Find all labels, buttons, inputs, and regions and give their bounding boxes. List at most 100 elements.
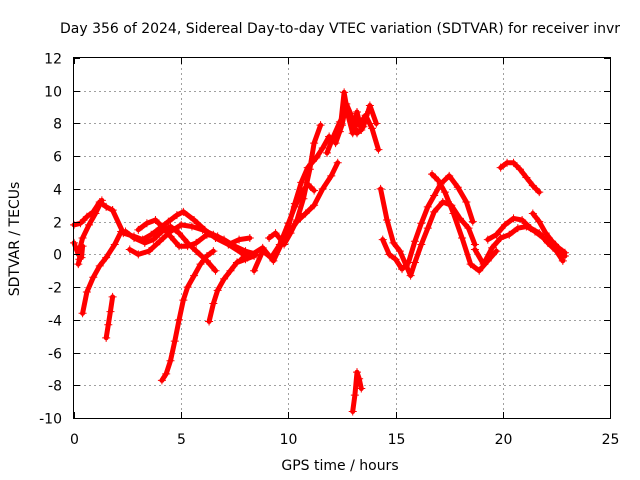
data-point [322,148,331,157]
data-point [164,217,173,226]
data-point [142,219,151,228]
data-point [383,216,392,224]
data-point [258,247,267,256]
data-point [449,209,458,218]
data-point [78,309,87,318]
series-arc-k [205,252,259,326]
data-point [428,170,437,179]
data-point [389,238,398,247]
x-tick-label: 5 [177,432,186,448]
data-point [78,234,87,242]
data-point [245,234,254,242]
data-point [78,242,87,251]
data-point [145,247,154,256]
data-point [430,191,439,200]
series-trace [103,294,116,341]
data-point [348,129,357,138]
data-point [548,237,557,246]
data-point [458,234,467,242]
data-point [250,266,259,275]
data-point [232,258,241,267]
data-point [423,224,432,233]
data-point [522,173,531,182]
series-trace [266,134,332,244]
data-point [500,220,509,229]
data-point [357,126,366,134]
data-point [395,247,404,256]
data-point [157,376,166,385]
data-point [85,220,94,229]
series-arc-z [528,209,569,257]
data-point [121,227,130,236]
data-point [391,255,400,264]
data-point [535,188,544,197]
data-point [479,260,488,269]
data-point [353,108,362,116]
data-point [483,235,492,244]
data-point [91,209,100,218]
data-point [560,248,569,257]
data-point [108,292,117,301]
series-arc-y [496,158,544,197]
data-point [385,250,394,259]
data-point [125,245,134,254]
series-arc-c [74,242,87,269]
data-point [496,163,505,172]
data-point [331,139,340,148]
data-point [202,230,211,239]
data-point [558,256,567,265]
data-point [77,253,86,262]
data-point [301,209,310,218]
data-point [108,206,117,215]
data-point [205,317,214,326]
data-point [310,201,319,210]
data-point [106,307,115,316]
data-point [445,171,454,180]
data-point [175,315,184,324]
x-tick-label: 15 [388,432,406,448]
y-tick-label: -8 [48,379,62,395]
data-point [526,224,535,233]
data-point [333,158,342,167]
data-point [310,139,319,148]
data-point [140,238,149,247]
y-tick-label: 8 [53,117,62,133]
data-point [475,266,484,275]
y-tick-label: 12 [44,52,62,68]
data-point [75,255,84,264]
data-point [344,112,353,121]
data-point [76,219,85,228]
data-point [316,121,325,130]
data-point [179,207,188,216]
data-point [265,234,274,242]
data-point [267,253,276,262]
data-point [170,337,179,346]
data-point [299,194,308,203]
data-point [327,171,336,180]
data-point [95,261,104,270]
data-point [102,253,111,262]
data-point [462,198,471,206]
data-point [453,183,462,192]
series-arc-e [102,292,117,342]
y-tick-label: -2 [48,281,62,297]
data-point [175,229,184,238]
y-tick-label: 0 [53,248,62,264]
data-point [177,220,186,229]
series-arc-r [335,88,366,138]
data-point [82,212,91,221]
x-tick-label: 0 [70,432,79,448]
data-point [464,224,473,233]
data-point [192,238,201,247]
data-point [434,176,443,185]
series-trace [485,215,566,264]
data-point [89,273,98,282]
data-point [340,88,349,97]
data-point [226,266,235,275]
series-trace [71,197,105,257]
data-point [102,202,111,211]
data-point [104,320,113,329]
data-point [247,250,256,259]
data-point [187,222,196,231]
